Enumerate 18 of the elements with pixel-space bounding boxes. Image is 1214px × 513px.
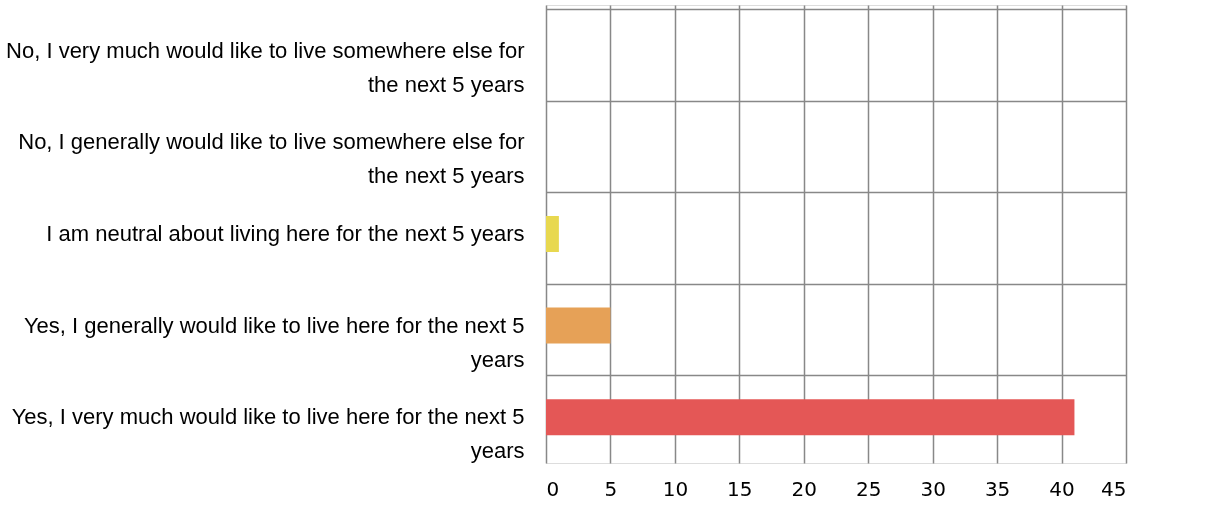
bar — [546, 216, 559, 252]
y-tick-label: Yes, I generally would like to live here for the next 5 years — [23, 312, 525, 372]
bar — [546, 399, 1075, 436]
x-tick-label: 40 — [1049, 476, 1075, 501]
y-tick-label: Yes, I very much would like to live here for the next 5 years — [11, 404, 525, 464]
x-tick-label: 30 — [920, 476, 946, 501]
bar — [546, 307, 611, 344]
x-tick-label: 45 — [1101, 476, 1127, 501]
y-tick-label: I am neutral about living here for the next 5 years — [46, 221, 525, 246]
x-tick-label: 15 — [727, 476, 753, 501]
x-tick-label: 20 — [791, 476, 817, 501]
x-tick-label: 0 — [546, 476, 560, 501]
x-tick-label: 25 — [856, 476, 882, 501]
x-tick-label: 35 — [984, 476, 1011, 501]
y-tick-label: No, I generally would like to live somewhere else for the next 5 years — [18, 129, 525, 189]
x-tick-label: 5 — [604, 476, 618, 501]
x-tick-label: 10 — [662, 476, 689, 501]
y-tick-label: No, I very much would like to live somewhere else for the next 5 years — [6, 37, 525, 97]
